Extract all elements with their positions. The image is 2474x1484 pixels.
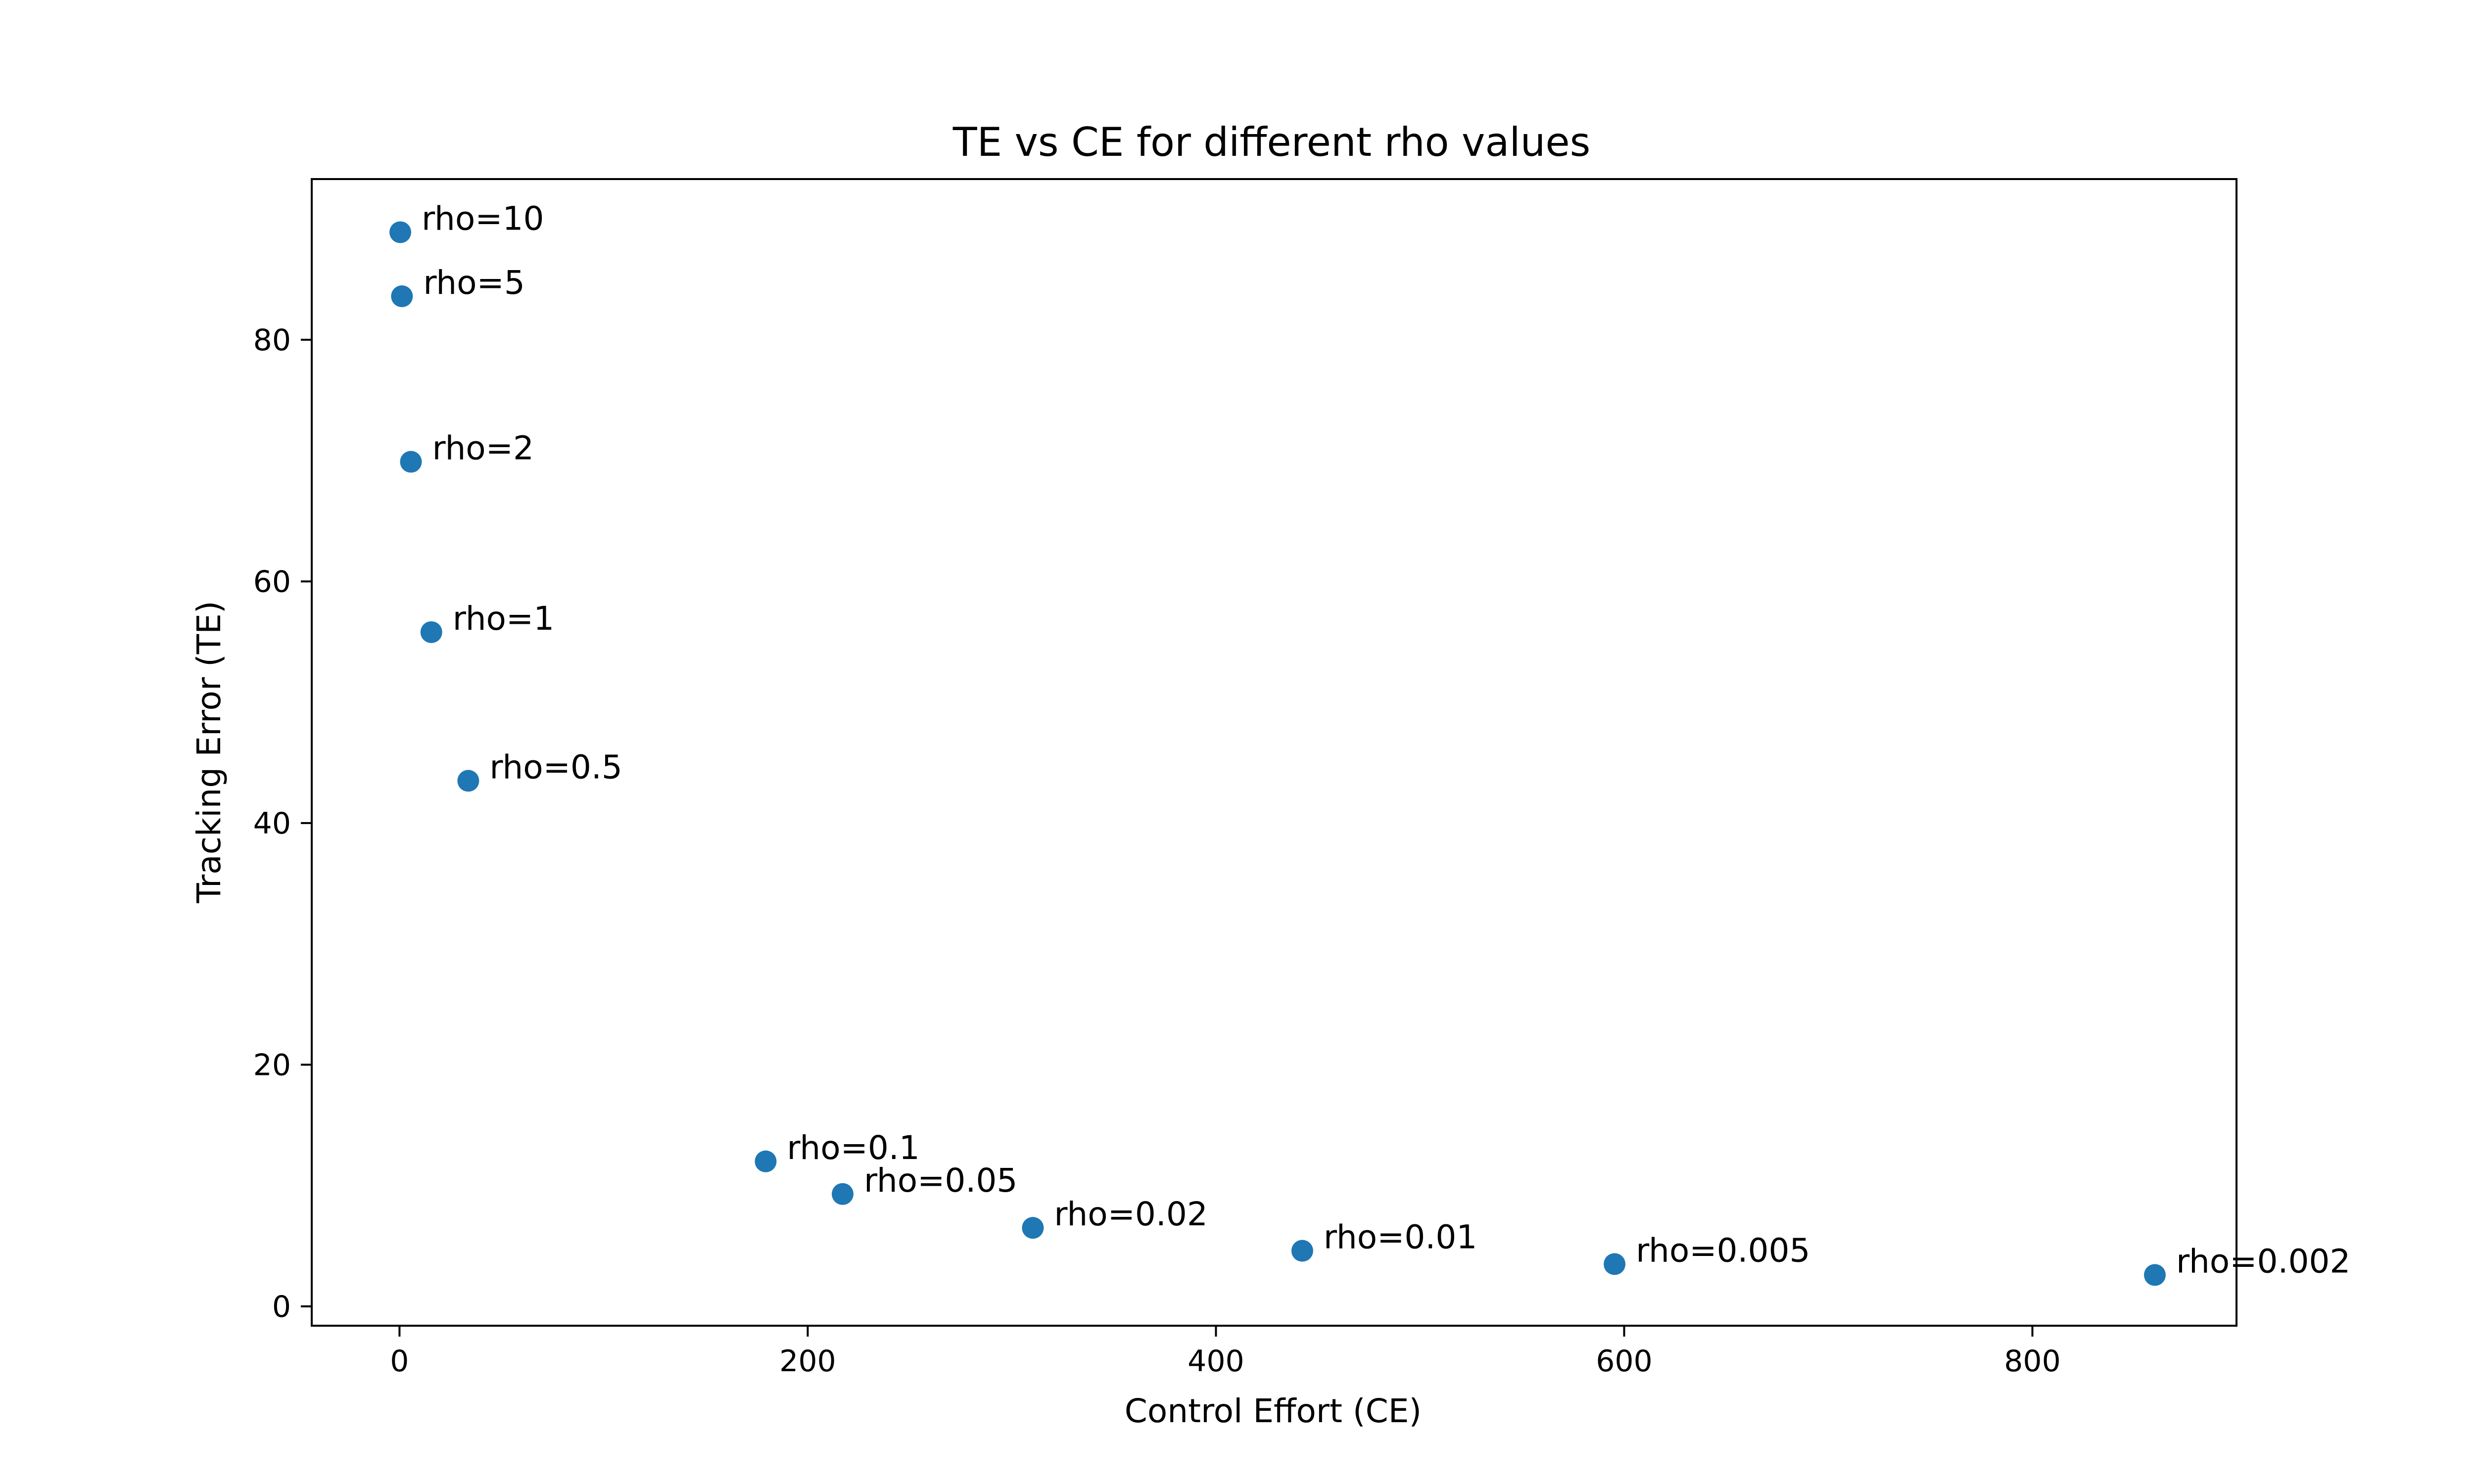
- y-tick-label: 20: [253, 1048, 291, 1082]
- data-point-label: rho=0.002: [2176, 1242, 2350, 1280]
- y-tick-label: 0: [272, 1290, 291, 1324]
- data-point: [1291, 1240, 1313, 1262]
- data-points: [389, 221, 2166, 1286]
- data-point-label: rho=1: [453, 600, 554, 638]
- y-tick-label: 80: [253, 323, 291, 358]
- plot-frame: [311, 178, 2237, 1327]
- y-tick-label: 60: [253, 564, 291, 599]
- y-tick-label: 40: [253, 806, 291, 841]
- data-point-label: rho=0.02: [1054, 1195, 1207, 1233]
- x-axis-label: Control Effort (CE): [1125, 1392, 1422, 1430]
- data-point-label: rho=0.1: [787, 1129, 919, 1167]
- data-point: [391, 285, 413, 307]
- data-point: [1604, 1253, 1626, 1275]
- data-point-label: rho=0.01: [1324, 1218, 1477, 1256]
- data-point: [389, 221, 412, 243]
- x-tick-label: 0: [390, 1344, 409, 1379]
- data-point-label: rho=2: [432, 429, 533, 467]
- data-point-label: rho=0.05: [864, 1161, 1017, 1200]
- data-point-label: rho=5: [423, 264, 524, 302]
- x-tick-label: 800: [2004, 1344, 2061, 1379]
- data-point: [457, 770, 479, 792]
- x-tick-label: 200: [779, 1344, 836, 1379]
- data-point-label: rho=10: [422, 199, 544, 237]
- x-axis: 0 200 400 600 800: [390, 1326, 2061, 1379]
- data-point: [400, 451, 422, 473]
- y-axis-label: Tracking Error (TE): [190, 601, 228, 903]
- data-point: [755, 1150, 777, 1172]
- data-point: [831, 1183, 854, 1205]
- data-point: [2143, 1264, 2166, 1286]
- y-axis: 0 20 40 60 80: [253, 323, 312, 1324]
- data-point: [1022, 1217, 1044, 1239]
- x-tick-label: 600: [1596, 1344, 1653, 1379]
- x-tick-label: 400: [1188, 1344, 1244, 1379]
- data-point-label: rho=0.5: [489, 748, 622, 786]
- data-point: [420, 621, 442, 643]
- point-labels: rho=10rho=5rho=2rho=1rho=0.5rho=0.1rho=0…: [422, 199, 2350, 1280]
- data-point-label: rho=0.005: [1636, 1231, 1810, 1269]
- chart-title: TE vs CE for different rho values: [952, 119, 1591, 165]
